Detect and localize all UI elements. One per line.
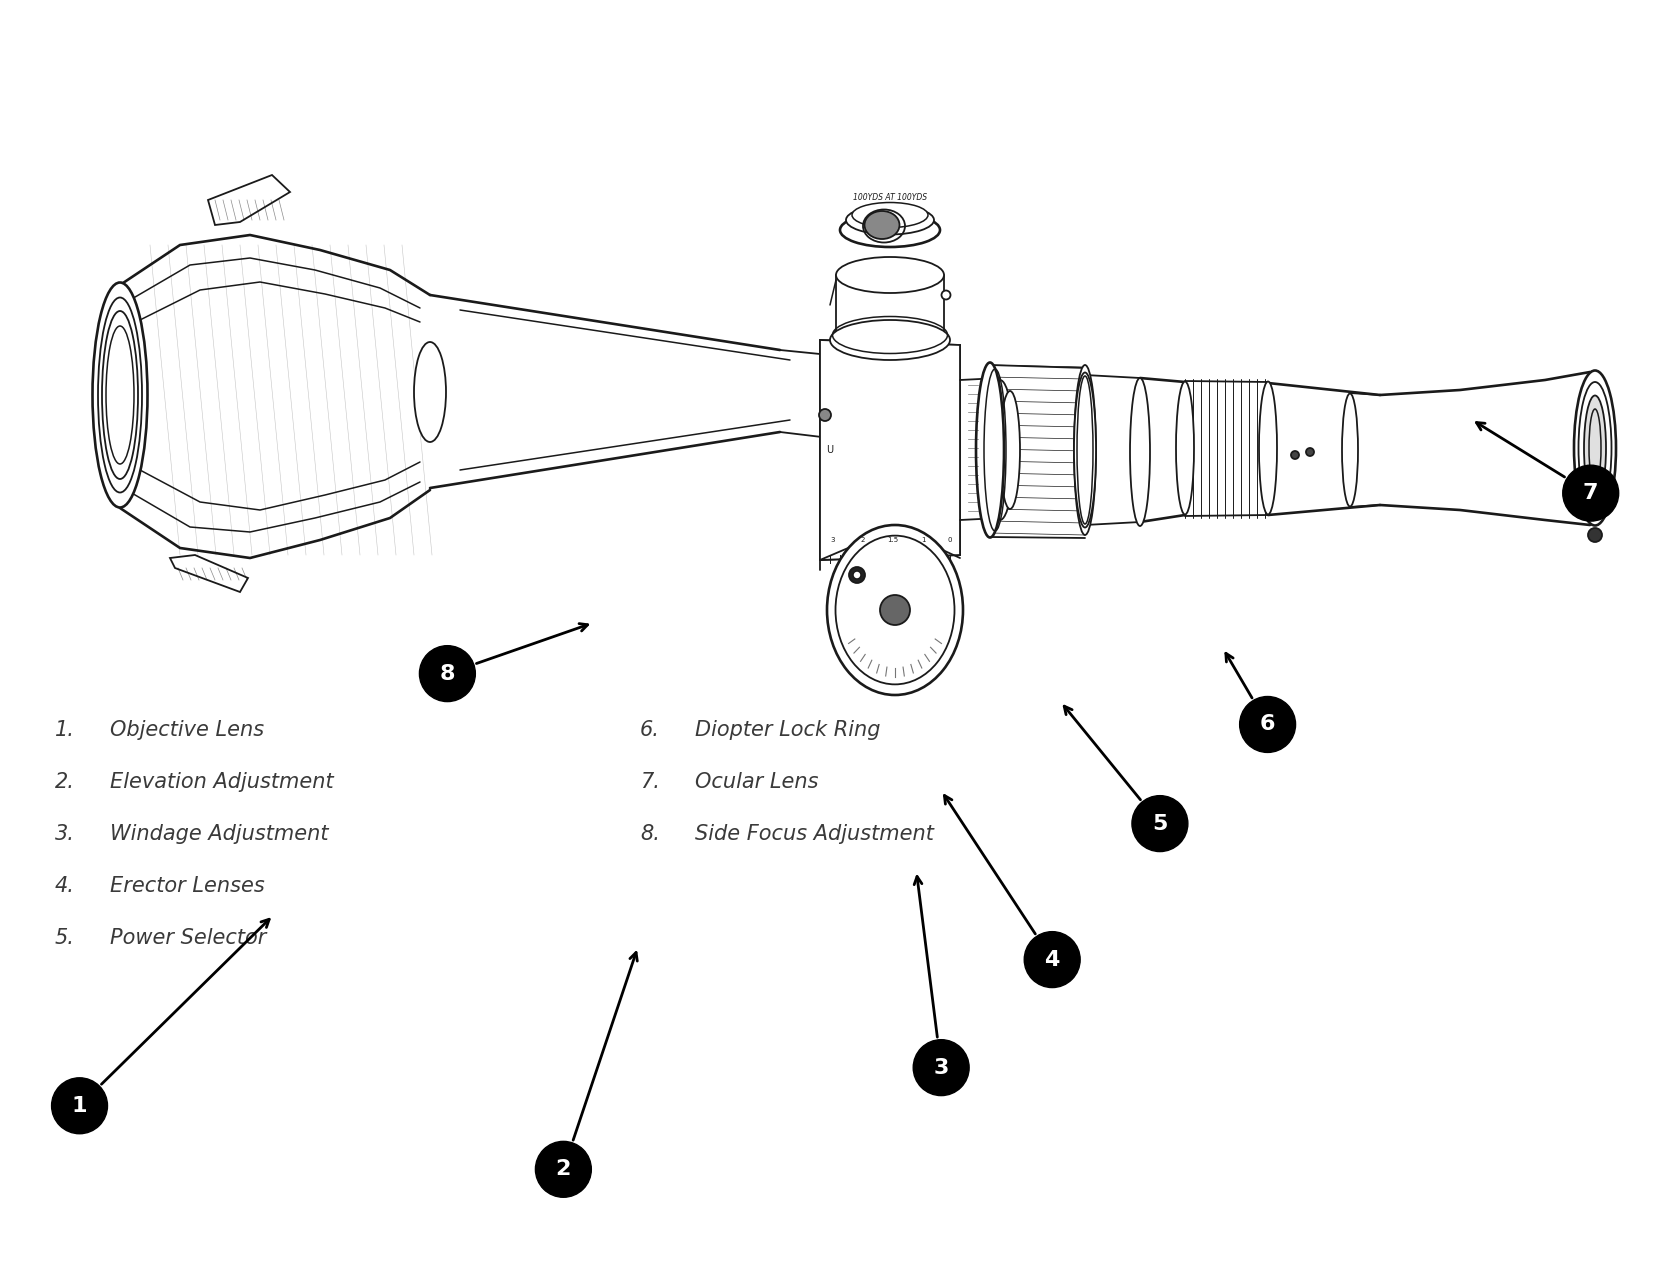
Ellipse shape [880,595,910,625]
Text: Erector Lenses: Erector Lenses [109,876,265,896]
Ellipse shape [1074,372,1095,527]
Text: U: U [827,445,833,455]
Ellipse shape [1130,377,1150,526]
Text: 7.: 7. [640,771,659,792]
Ellipse shape [830,320,949,360]
Text: 3: 3 [830,538,835,543]
Text: 2.: 2. [55,771,75,792]
Ellipse shape [1342,394,1359,507]
Circle shape [1132,796,1188,852]
Ellipse shape [1074,365,1095,535]
Text: 4: 4 [1044,949,1060,970]
Ellipse shape [1584,395,1606,501]
Ellipse shape [1574,371,1616,525]
Ellipse shape [819,409,832,421]
Polygon shape [820,341,959,561]
Polygon shape [209,175,290,225]
Polygon shape [171,555,249,592]
Ellipse shape [847,206,935,235]
Text: 1: 1 [921,538,925,543]
Circle shape [1239,697,1296,752]
Text: Side Focus Adjustment: Side Focus Adjustment [694,824,935,844]
Ellipse shape [840,214,940,247]
Text: 5: 5 [1152,813,1168,834]
Text: 100YDS AT 100YDS: 100YDS AT 100YDS [853,192,926,202]
Text: 6.: 6. [640,719,659,740]
Ellipse shape [1587,527,1602,541]
Text: 6: 6 [1259,714,1276,735]
Ellipse shape [1579,383,1612,513]
Circle shape [1024,932,1080,988]
Circle shape [51,1078,108,1134]
Ellipse shape [976,362,1004,538]
Ellipse shape [414,342,446,442]
Text: Windage Adjustment: Windage Adjustment [109,824,328,844]
Ellipse shape [848,567,865,583]
Ellipse shape [1291,451,1299,459]
Text: Power Selector: Power Selector [109,928,267,948]
Text: 0: 0 [948,538,953,543]
Ellipse shape [837,257,944,294]
Text: 2: 2 [555,1159,572,1179]
Text: 8.: 8. [640,824,659,844]
Text: 3.: 3. [55,824,75,844]
Text: Objective Lens: Objective Lens [109,719,263,740]
Text: Diopter Lock Ring: Diopter Lock Ring [694,719,880,740]
Ellipse shape [1306,447,1314,456]
Text: Elevation Adjustment: Elevation Adjustment [109,771,333,792]
Ellipse shape [1259,381,1278,515]
Ellipse shape [852,202,928,228]
Ellipse shape [865,211,900,239]
Ellipse shape [93,282,147,507]
Ellipse shape [853,571,862,580]
Text: 1: 1 [71,1096,88,1116]
Ellipse shape [986,380,1014,520]
Circle shape [1563,465,1619,521]
Text: 1.: 1. [55,719,75,740]
Text: 7: 7 [1582,483,1599,503]
Circle shape [419,646,476,702]
Circle shape [913,1040,969,1096]
Text: 1.5: 1.5 [888,538,898,543]
Text: 2: 2 [862,538,865,543]
Text: 3: 3 [933,1057,949,1078]
Text: 8: 8 [439,663,456,684]
Text: 4.: 4. [55,876,75,896]
Ellipse shape [1001,391,1021,508]
Ellipse shape [941,291,951,300]
Ellipse shape [827,525,963,695]
Text: 5.: 5. [55,928,75,948]
Ellipse shape [1176,381,1195,515]
Circle shape [535,1141,592,1197]
Text: Ocular Lens: Ocular Lens [694,771,819,792]
